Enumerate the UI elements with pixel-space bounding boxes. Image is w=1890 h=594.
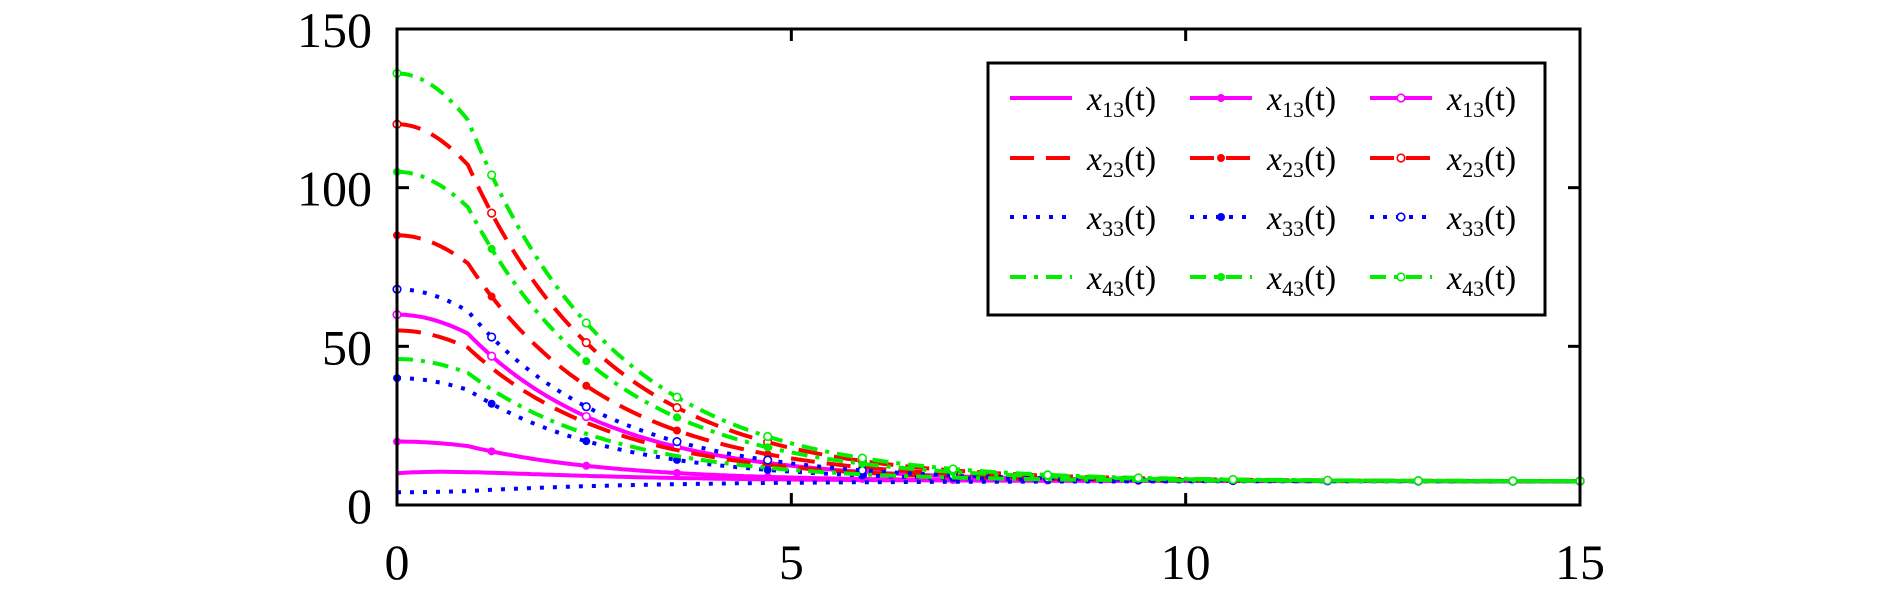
- legend-label-11: x43(t): [1266, 260, 1336, 301]
- series-3-marker-3: [581, 411, 591, 422]
- series-line-9: [396, 287, 1580, 484]
- series-12-marker-13: [1508, 476, 1518, 486]
- series-9-marker-3: [581, 402, 591, 412]
- series-line-10: [396, 357, 1580, 484]
- legend-label-1: x13(t): [1086, 81, 1156, 122]
- series-5-marker-2: [487, 292, 496, 301]
- legend-label-6: x23(t): [1446, 141, 1516, 182]
- series-3-marker-2: [487, 351, 497, 361]
- series-2-marker-5: [763, 472, 772, 481]
- legend-marker-8: [1217, 213, 1226, 222]
- series-12-marker-2: [487, 170, 497, 180]
- series-11-marker-4: [672, 413, 681, 422]
- legend-box: [986, 61, 1547, 317]
- legend-marker-2: [1217, 94, 1226, 103]
- series-12-marker-6: [857, 453, 867, 463]
- series-line-8: [397, 376, 1580, 484]
- series-line-7: [397, 479, 1580, 495]
- y-tick-label: 100: [297, 161, 372, 217]
- legend-label-3: x13(t): [1446, 81, 1516, 122]
- series-12-marker-7: [948, 464, 958, 474]
- legend-marker-5: [1217, 154, 1226, 163]
- series-6-marker-2: [487, 208, 497, 218]
- plot-frame: [395, 27, 1582, 507]
- series-9-marker-2: [487, 332, 497, 342]
- x-tick-label: 15: [1555, 534, 1605, 590]
- legend-label-9: x33(t): [1446, 200, 1516, 241]
- legend-label-10: x43(t): [1086, 260, 1156, 301]
- series-line-12: [396, 71, 1580, 483]
- series-11-marker-2: [487, 244, 496, 253]
- series-12-marker-8: [1043, 470, 1053, 480]
- legend-marker-9: [1396, 212, 1406, 222]
- legend-label-5: x23(t): [1266, 141, 1336, 182]
- y-tick-label: 150: [297, 2, 372, 58]
- legend-marker-6: [1396, 153, 1406, 163]
- plot-area: [392, 68, 1585, 495]
- legend-marker-3: [1396, 93, 1406, 103]
- series-6-marker-3: [581, 338, 591, 348]
- legend-label-8: x33(t): [1266, 200, 1336, 241]
- series-8-marker-2: [487, 399, 496, 408]
- y-tick-label: 50: [322, 319, 372, 375]
- series-9-marker-4: [672, 437, 682, 447]
- legend-label-12: x43(t): [1446, 260, 1516, 301]
- legend-label-4: x23(t): [1086, 141, 1156, 182]
- series-12-marker-10: [1228, 474, 1238, 485]
- series-8-marker-5: [763, 465, 772, 474]
- series-11-marker-5: [763, 443, 772, 452]
- series-8-marker-3: [582, 437, 591, 446]
- series-11-marker-3: [582, 357, 591, 366]
- series-12-marker-5: [763, 431, 773, 442]
- series-6-marker-4: [672, 402, 682, 413]
- series-12-marker-12: [1413, 476, 1423, 486]
- legend-marker-11: [1217, 272, 1226, 281]
- x-tick-label: 5: [779, 534, 804, 590]
- series-2-marker-3: [582, 461, 591, 470]
- legend: x13(t) x13(t) x13(t) x23(t) x23(t) x23(t) x33(…: [986, 61, 1547, 317]
- series-2-marker-4: [672, 469, 681, 478]
- series-5-marker-3: [582, 381, 591, 390]
- series-12-marker-3: [581, 318, 591, 328]
- x-tick-label: 0: [385, 534, 410, 590]
- legend-marker-12: [1396, 272, 1406, 282]
- series-5-marker-4: [672, 426, 681, 435]
- y-tick-label: 0: [347, 478, 372, 534]
- series-line-3: [396, 312, 1580, 484]
- series-12-marker-4: [672, 392, 682, 402]
- x-tick-label: 10: [1161, 534, 1211, 590]
- legend-label-2: x13(t): [1266, 81, 1336, 122]
- series-12-marker-9: [1133, 473, 1143, 483]
- series-2-marker-2: [487, 447, 496, 456]
- legend-label-7: x33(t): [1086, 200, 1156, 241]
- series-9-marker-5: [763, 455, 773, 465]
- series-12-marker-11: [1323, 475, 1333, 485]
